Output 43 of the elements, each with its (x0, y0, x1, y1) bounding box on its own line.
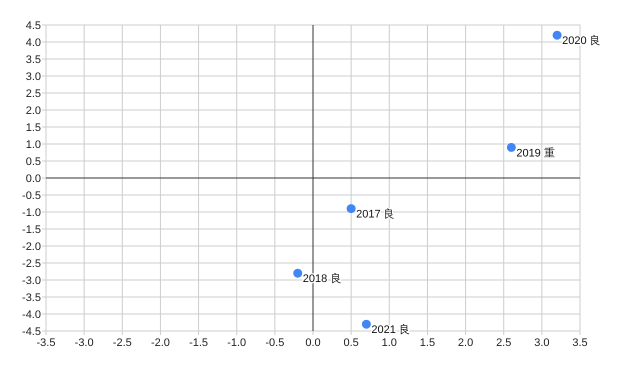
y-tick-label: 1.5 (26, 122, 41, 134)
annotation: 2020 良 (562, 34, 601, 48)
y-tick-label: -3.5 (22, 292, 41, 304)
annotation: 2021 良 (371, 323, 410, 336)
x-tick-label: -0.5 (265, 337, 284, 349)
x-tick-label: -3.0 (74, 337, 94, 349)
y-tick-label: 4.0 (26, 37, 41, 49)
x-tick-label: -3.5 (36, 337, 56, 349)
point (362, 320, 371, 329)
x-tick-label: 3.0 (534, 337, 550, 349)
y-tick-label: -1.5 (22, 224, 41, 236)
x-tick-label: -1.0 (227, 337, 246, 349)
point (552, 30, 562, 40)
y-tick-label: 3.0 (26, 71, 41, 83)
y-tick-label: -3.0 (22, 275, 41, 287)
x-tick-label: 0.0 (305, 337, 321, 349)
x-tick-label: 3.5 (572, 337, 588, 349)
y-tick-label: -2.0 (22, 241, 41, 253)
x-tick-label: 1.5 (420, 337, 436, 349)
y-tick-label: 0.0 (26, 173, 41, 185)
x-tick-label: 2.5 (496, 337, 512, 349)
x-tick-label: -2.5 (112, 337, 132, 349)
x-tick-label: 1.0 (382, 337, 397, 349)
x-tick-label: 0.5 (343, 337, 359, 349)
point (293, 268, 302, 278)
annotation: 2017 良 (356, 208, 395, 221)
y-tick-label: -1.0 (22, 207, 41, 219)
x-tick-label: 2.0 (458, 337, 474, 349)
x-tick-label: -2.0 (150, 337, 170, 349)
x-tick-label: -1.5 (189, 337, 208, 349)
y-tick-label: -2.5 (22, 258, 41, 270)
y-tick-label: 1.0 (26, 139, 41, 151)
y-tick-label: 0.5 (26, 156, 41, 168)
point (506, 142, 516, 152)
y-tick-label: 3.5 (26, 54, 41, 66)
y-tick-label: 2.5 (26, 88, 41, 100)
y-tick-label: 2.0 (26, 105, 41, 117)
annotation: 2019 重 (516, 146, 555, 160)
y-tick-label: -4.5 (22, 326, 41, 338)
y-tick-label: -4.0 (22, 309, 41, 321)
y-tick-label: 4.5 (26, 20, 41, 32)
y-tick-label: -0.5 (22, 190, 41, 202)
point (346, 204, 356, 214)
